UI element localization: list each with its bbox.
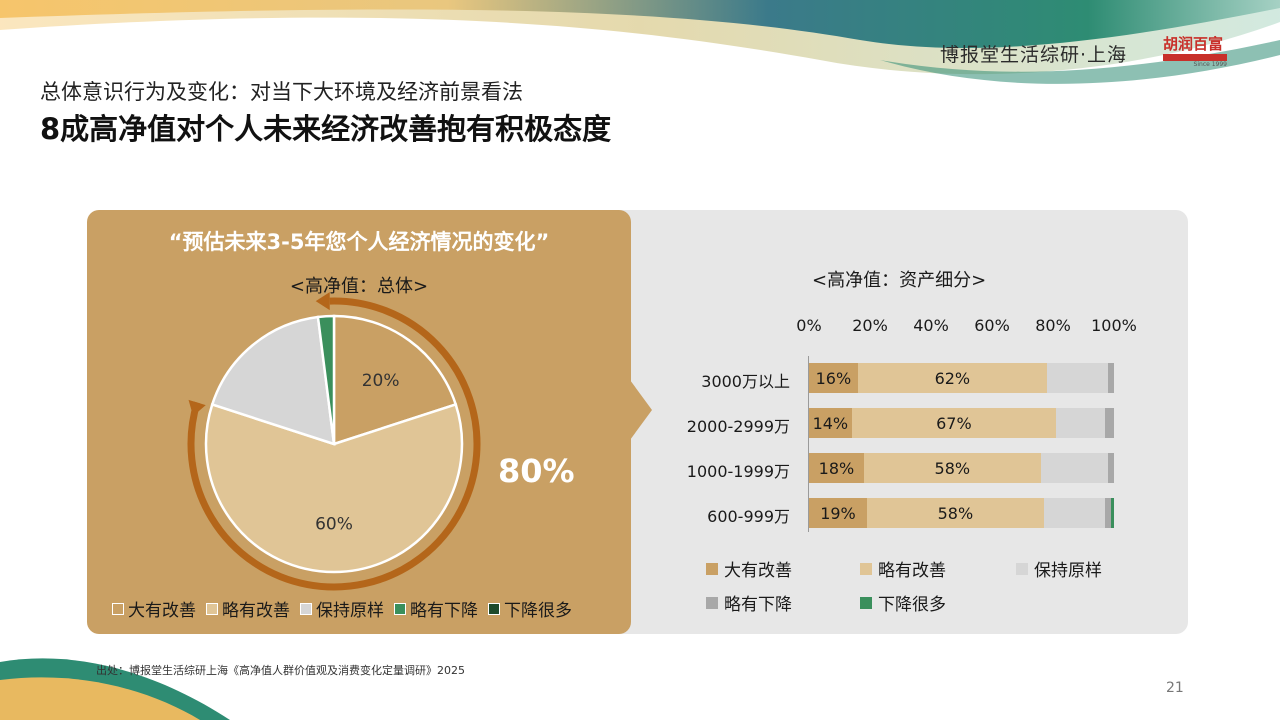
- bar-segment: [1104, 498, 1111, 528]
- pie-slice-4: [316, 314, 336, 445]
- bar-legend-item: 略有下降: [706, 590, 792, 615]
- decorative-wave-top: [0, 0, 1280, 84]
- bar-segment: 62%: [857, 363, 1047, 393]
- bar-segment: [1107, 363, 1114, 393]
- legend-swatch: [706, 596, 718, 609]
- page-number: 21: [1166, 680, 1184, 696]
- bar-subtitle: <高净值：资产细分>: [812, 270, 987, 291]
- pie-legend-item: 下降很多: [488, 596, 572, 621]
- x-tick-label: 100%: [1091, 316, 1137, 335]
- category-label: 3000万以上: [701, 372, 790, 391]
- bar-segment: 18%: [809, 453, 864, 483]
- legend-label: 略有下降: [724, 595, 792, 615]
- logo-sub: Since 1999: [1193, 61, 1227, 68]
- pie-slice-2: [204, 402, 464, 574]
- pie-chart: 20% 60%: [187, 292, 481, 591]
- legend-swatch: [860, 596, 872, 609]
- bar-legend-item: 下降很多: [860, 590, 946, 615]
- bar-legend-item: 大有改善: [706, 556, 792, 581]
- bar-segment: [1040, 453, 1108, 483]
- bar-segment: 67%: [851, 408, 1057, 438]
- decorative-wave-bottom: [0, 658, 230, 720]
- category-label: 2000-2999万: [686, 417, 790, 436]
- highlight-arc: [187, 297, 481, 591]
- legend-label: 大有改善: [724, 561, 792, 581]
- source-note: 出处：博报堂生活综研上海《高净值人群价值观及消费变化定量调研》2025: [96, 664, 465, 677]
- legend-label: 略有改善: [878, 561, 946, 581]
- question-title: “预估未来3-5年您个人经济情况的变化”: [168, 230, 550, 254]
- bar-row: 18% 58%: [809, 453, 1114, 483]
- bar-legend-item: 略有改善: [860, 556, 946, 581]
- legend-label: 保持原样: [1034, 561, 1102, 581]
- panel-arrow-icon: [630, 380, 652, 440]
- category-label: 600-999万: [707, 507, 790, 526]
- bar-segment: [1043, 498, 1105, 528]
- x-tick-label: 80%: [1035, 316, 1071, 335]
- legend-swatch: [394, 602, 406, 615]
- bar-segment: 58%: [866, 498, 1044, 528]
- pie-legend: 大有改善 略有改善 保持原样 略有下降 下降很多: [112, 596, 572, 621]
- bar-row: 19% 58%: [809, 498, 1114, 528]
- legend-label: 下降很多: [878, 595, 946, 615]
- bar-segment: 19%: [809, 498, 867, 528]
- legend-label: 大有改善: [128, 601, 196, 621]
- x-tick-label: 60%: [974, 316, 1010, 335]
- pie-subtitle: <高净值：总体>: [289, 276, 429, 297]
- bar-segment: 58%: [863, 453, 1041, 483]
- legend-swatch: [300, 602, 312, 615]
- pie-slice-3: [210, 315, 336, 446]
- legend-label: 下降很多: [504, 601, 572, 621]
- x-tick-label: 40%: [913, 316, 949, 335]
- bar-segment: [1107, 453, 1114, 483]
- slide-subtitle: 总体意识行为及变化：对当下大环境及经济前景看法: [40, 80, 523, 104]
- pie-data-label: 60%: [315, 514, 353, 534]
- x-tick-label: 0%: [796, 316, 822, 335]
- legend-swatch: [488, 602, 500, 615]
- pie-data-label: 20%: [362, 371, 400, 391]
- pie-legend-item: 略有下降: [394, 596, 478, 621]
- pie-legend-item: 保持原样: [300, 596, 384, 621]
- legend-swatch: [206, 602, 218, 615]
- legend-label: 略有改善: [222, 601, 290, 621]
- legend-swatch: [1016, 562, 1028, 575]
- bar-row: 16% 62%: [809, 363, 1114, 393]
- slide-title: 8成高净值对个人未来经济改善抱有积极态度: [40, 112, 612, 146]
- category-label: 1000-1999万: [686, 462, 790, 481]
- x-tick-label: 20%: [852, 316, 888, 335]
- arc-arrow-start-icon: [315, 292, 330, 311]
- bar-row: 14% 67%: [809, 408, 1114, 438]
- pie-legend-item: 大有改善: [112, 596, 196, 621]
- bar-segment: 16%: [809, 363, 858, 393]
- legend-label: 保持原样: [316, 601, 384, 621]
- bar-segment: 14%: [809, 408, 852, 438]
- bar-segment: [1046, 363, 1108, 393]
- pie-slice-1: [332, 314, 458, 446]
- legend-swatch: [706, 562, 718, 575]
- bar-segment: [1110, 498, 1114, 528]
- bar-segment: [1104, 408, 1114, 438]
- positive-total-percent: 80%: [498, 452, 575, 490]
- legend-swatch: [860, 562, 872, 575]
- arc-arrow-end-icon: [188, 399, 206, 416]
- legend-label: 略有下降: [410, 601, 478, 621]
- logo-bar: [1163, 54, 1227, 61]
- bar-segment: [1056, 408, 1105, 438]
- bar-legend-item: 保持原样: [1016, 556, 1102, 581]
- pie-legend-item: 略有改善: [206, 596, 290, 621]
- logo-text: 胡润百富: [1163, 35, 1224, 53]
- brand-name: 博报堂生活综研·上海: [940, 44, 1128, 66]
- legend-swatch: [112, 602, 124, 615]
- y-axis-line: [808, 356, 809, 532]
- hurun-logo: 胡润百富 Since 1999: [1163, 36, 1233, 70]
